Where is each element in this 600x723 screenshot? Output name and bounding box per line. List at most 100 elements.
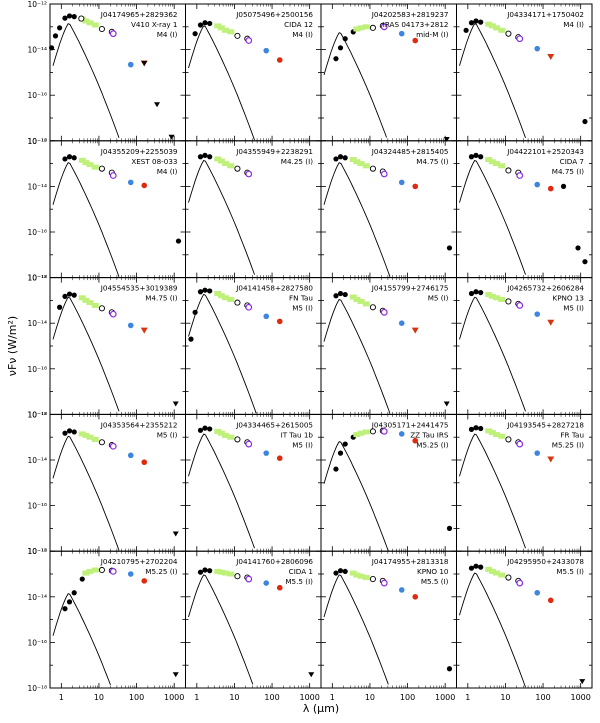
mips24-point [245,37,253,44]
irac-point [493,25,501,31]
irac-point [222,161,230,167]
x-tick-label: 10 [365,693,375,702]
upper-limit-160 [547,53,555,60]
pacs160-point [412,594,419,600]
irac-point [493,432,501,438]
irac-point [214,568,222,574]
photometry-point [468,290,475,297]
photometry-point [57,304,63,310]
wise-open-point [369,576,376,583]
pacs160-point [547,597,554,604]
x-tick-label: 1 [330,693,335,702]
panel-label-line: XEST 08-033 [131,157,177,166]
photometry-point [71,14,77,20]
mips24-point [380,308,388,316]
panel-label-line: CIDA 1 [289,567,313,576]
y-tick-label: 10⁻¹⁶ [27,502,47,511]
photometry-point [478,19,484,25]
irac-point [227,296,235,302]
irac-point [357,430,365,436]
mips24-point [516,579,524,587]
x-tick-label: 100 [535,693,550,702]
irac-point [485,157,493,163]
irac-point [349,294,357,300]
panel-label-line: J04353564+2355212 [100,420,178,429]
photometry-point [197,427,204,433]
y-tick-label: 10⁻¹⁶ [27,365,47,374]
wise-open-point [505,298,512,305]
mips24-point [516,172,524,179]
pacs-point [263,313,270,320]
photosphere-model-line [323,32,388,138]
y-tick-label: 10⁻¹⁴ [27,46,47,55]
y-tick-label: 10⁻¹⁸ [27,410,47,419]
panel-label-line: FR Tau [560,430,584,439]
pacs160-point [276,57,283,63]
photometry-point [473,18,479,24]
photometry-point [202,425,208,431]
photometry-point [66,599,73,605]
wise-open-point [234,299,241,306]
photometry-point [207,288,213,294]
pacs-point [398,431,405,437]
wise-open-point [78,15,85,22]
photometry-point [468,426,475,432]
irac-point [91,302,99,308]
photometry-point [197,569,204,575]
irac-point [498,572,506,578]
x-tick-label: 100 [129,693,144,702]
photosphere-model-line [459,572,526,688]
photometry-point [66,154,73,160]
upper-limit-submm [443,401,450,407]
photometry-point [473,289,479,295]
irac-point [362,163,370,169]
photosphere-model-line [188,433,255,549]
mips24-point [109,30,117,38]
photometry-point [71,429,77,435]
photometry-point [473,563,479,569]
photometry-point [66,13,73,19]
panel-label-line: J04265732+2606284 [506,284,584,293]
photometry-point [207,426,213,432]
photometry-point [66,291,73,297]
panel-label-line: J04295950+2433078 [506,557,584,566]
irac-point [353,159,361,165]
irac-point [78,295,86,301]
irac-point [214,23,222,29]
panel-label-line: mid-M (I) [416,30,449,39]
photometry-point [473,425,479,431]
photometry-point [333,293,339,299]
irac-point [362,301,370,307]
photosphere-model-line [459,433,526,549]
panel-label-line: M4.75 (I) [416,157,448,166]
photometry-point [175,238,182,244]
irac-point [214,428,222,434]
panel-label-line: FN Tau [289,294,313,303]
pacs160-point [276,318,283,325]
wise-open-point [505,574,512,581]
photometry-point [197,289,204,295]
photosphere-model-line [188,25,255,141]
mips24-point [380,427,388,435]
irac-point [353,26,361,32]
irac-point [488,430,496,436]
irac-point [485,428,493,434]
wise-open-point [369,24,376,31]
pacs160-point [276,584,283,591]
irac-point [485,21,493,27]
wise-open-point [234,436,241,443]
pacs-point [398,587,405,593]
irac-point [217,25,225,31]
panel-label-line: J04174965+2829362 [100,10,178,19]
pacs-point [127,322,134,329]
panel-label-line: J04141458+2827580 [235,284,313,293]
irac-point [357,161,365,167]
wise-open-point [98,439,105,446]
upper-limit-submm [172,672,179,678]
photometry-point [478,425,484,432]
